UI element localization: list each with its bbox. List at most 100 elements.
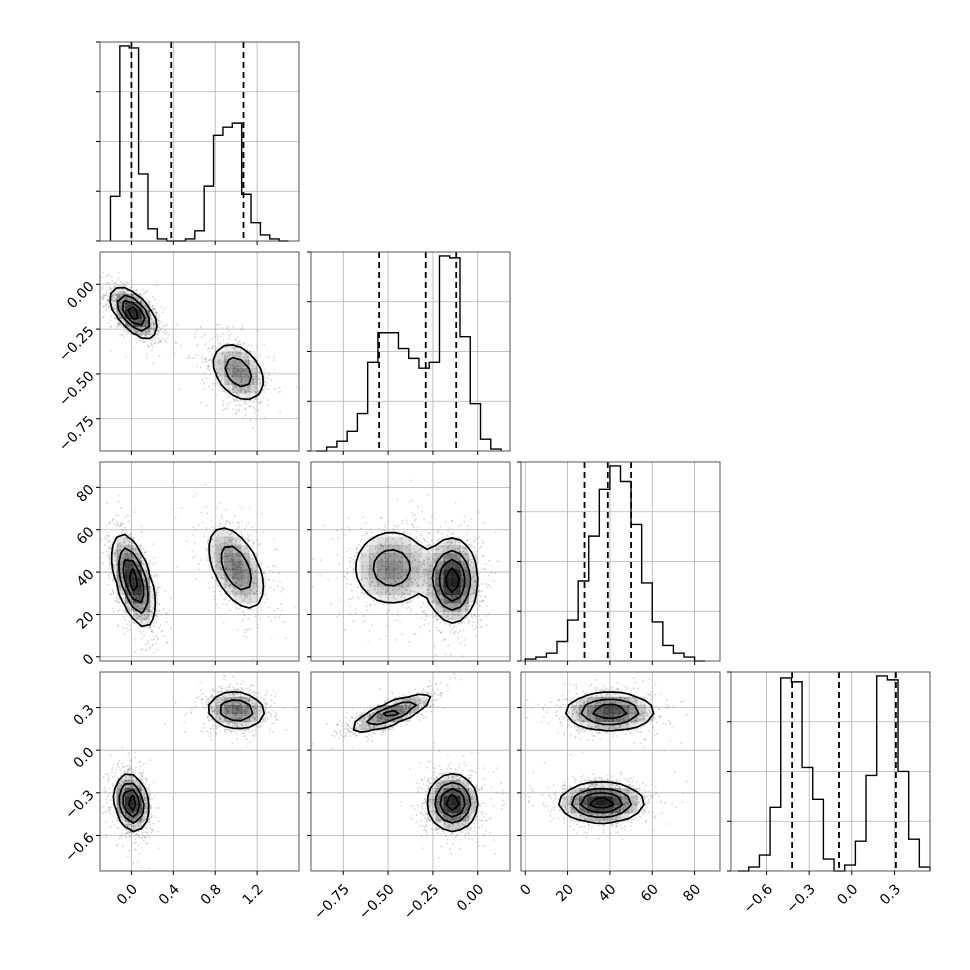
sample-point <box>250 720 252 723</box>
density-cell <box>224 721 233 731</box>
sample-point <box>401 592 404 594</box>
sample-point <box>130 600 133 603</box>
sample-point <box>135 549 138 552</box>
sample-point <box>231 568 234 570</box>
sample-point <box>243 735 246 738</box>
sample-point <box>244 408 247 411</box>
sample-point <box>258 371 260 374</box>
sample-point <box>149 827 152 830</box>
density-cell <box>241 384 250 394</box>
sample-point <box>402 555 405 558</box>
sample-point <box>106 780 109 783</box>
sample-point <box>124 785 126 788</box>
sample-point <box>145 609 148 611</box>
sample-point <box>219 502 222 504</box>
sample-point <box>246 707 249 709</box>
sample-point <box>143 580 146 582</box>
sample-point <box>119 835 122 838</box>
sample-point <box>101 276 104 279</box>
density-cell <box>124 561 134 571</box>
sample-point <box>140 339 143 342</box>
sample-point <box>226 550 228 552</box>
sample-point <box>395 544 398 546</box>
sample-point <box>127 823 130 826</box>
density-cell <box>149 326 159 336</box>
sample-point <box>431 558 434 561</box>
sample-point <box>257 409 260 412</box>
sample-point <box>102 775 105 778</box>
sample-point <box>234 587 236 590</box>
sample-point <box>371 531 373 533</box>
sample-point <box>231 376 233 379</box>
sample-point <box>257 390 259 393</box>
sample-point <box>150 344 153 346</box>
sample-point <box>138 833 141 836</box>
sample-point <box>246 356 249 358</box>
sample-point <box>238 553 241 556</box>
sample-point <box>110 287 113 290</box>
sample-point <box>108 577 111 579</box>
sample-point <box>149 323 152 325</box>
sample-point <box>241 577 244 579</box>
sample-point <box>296 385 298 388</box>
sample-point <box>397 578 400 581</box>
sample-point <box>236 722 239 725</box>
sample-point <box>227 544 230 546</box>
sample-point <box>397 548 400 551</box>
sample-point <box>105 538 108 541</box>
sample-point <box>241 562 243 565</box>
sample-point <box>276 718 278 721</box>
sample-point <box>237 368 239 371</box>
density-cell <box>249 578 258 587</box>
sample-point <box>119 545 122 547</box>
sample-point <box>122 313 125 316</box>
sample-point <box>138 835 141 838</box>
sample-point <box>175 566 178 568</box>
sample-point <box>249 419 252 422</box>
sample-point <box>155 643 158 645</box>
sample-point <box>274 714 277 716</box>
sample-point <box>232 558 235 561</box>
sample-point <box>121 291 123 294</box>
sample-point <box>248 562 251 565</box>
sample-point <box>234 595 236 598</box>
sample-point <box>107 283 109 285</box>
sample-point <box>117 322 120 325</box>
sample-point <box>257 692 260 694</box>
sample-point <box>221 603 224 605</box>
density-cell <box>124 569 134 579</box>
sample-point <box>214 565 217 567</box>
sample-point <box>216 546 219 549</box>
sample-point <box>214 384 217 387</box>
density-cell <box>224 536 233 546</box>
sample-point <box>156 591 158 594</box>
sample-point <box>217 534 220 536</box>
density-cell <box>257 376 267 385</box>
sample-point <box>111 541 113 544</box>
sample-point <box>272 579 275 582</box>
sample-point <box>382 603 385 606</box>
sample-point <box>144 835 147 838</box>
sample-point <box>405 569 408 572</box>
sample-point <box>101 297 104 300</box>
sample-point <box>104 544 106 547</box>
sample-point <box>207 702 210 705</box>
sample-point <box>141 602 143 605</box>
sample-point <box>416 530 419 533</box>
sample-point <box>143 812 146 815</box>
sample-point <box>201 730 204 733</box>
sample-point <box>232 563 235 566</box>
sample-point <box>366 609 369 612</box>
sample-point <box>125 296 127 299</box>
sample-point <box>253 705 255 708</box>
sample-point <box>223 678 225 681</box>
sample-point <box>106 802 108 805</box>
sample-point <box>165 613 168 615</box>
sample-point <box>124 529 127 531</box>
sample-point <box>419 565 422 567</box>
sample-point <box>265 692 268 695</box>
sample-point <box>150 327 153 330</box>
sample-point <box>234 367 237 370</box>
sample-point <box>344 576 347 578</box>
sample-point <box>234 539 237 542</box>
